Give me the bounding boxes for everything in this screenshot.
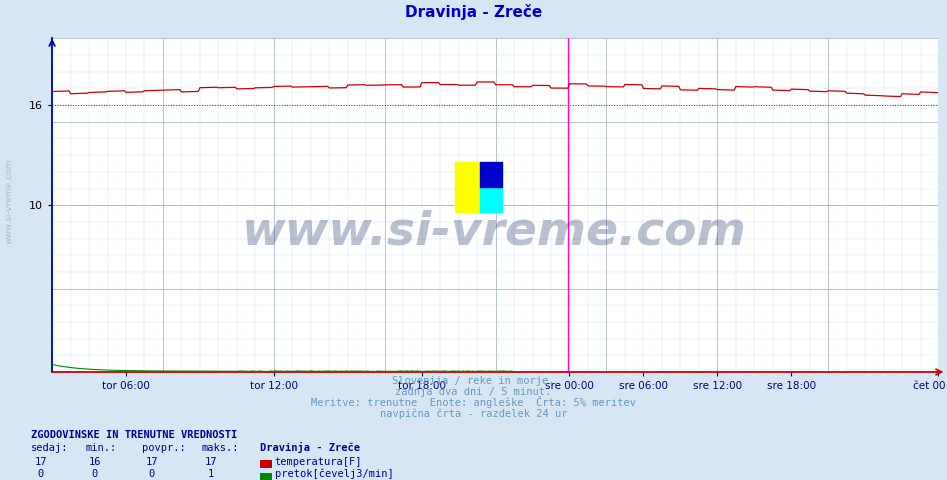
- Text: pretok[čevelj3/min]: pretok[čevelj3/min]: [275, 468, 393, 479]
- Text: 0: 0: [92, 469, 98, 479]
- Text: navpična črta - razdelek 24 ur: navpična črta - razdelek 24 ur: [380, 408, 567, 419]
- Text: 17: 17: [34, 456, 47, 467]
- Text: zadnja dva dni / 5 minut.: zadnja dva dni / 5 minut.: [396, 387, 551, 397]
- Text: Dravinja - Zreče: Dravinja - Zreče: [405, 4, 542, 20]
- Text: maks.:: maks.:: [202, 443, 240, 453]
- Text: min.:: min.:: [85, 443, 116, 453]
- Bar: [480, 187, 502, 212]
- Text: temperatura[F]: temperatura[F]: [275, 456, 362, 467]
- Text: 0: 0: [38, 469, 44, 479]
- Text: 1: 1: [208, 469, 214, 479]
- Bar: [455, 162, 480, 212]
- Text: 17: 17: [205, 456, 218, 467]
- Text: www.si-vreme.com: www.si-vreme.com: [5, 159, 14, 244]
- Text: Meritve: trenutne  Enote: angleške  Črta: 5% meritev: Meritve: trenutne Enote: angleške Črta: …: [311, 396, 636, 408]
- Text: 17: 17: [145, 456, 158, 467]
- Text: www.si-vreme.com: www.si-vreme.com: [242, 209, 747, 254]
- Text: povpr.:: povpr.:: [142, 443, 186, 453]
- Bar: [480, 162, 502, 187]
- Text: 0: 0: [149, 469, 154, 479]
- Text: Slovenija / reke in morje.: Slovenija / reke in morje.: [392, 376, 555, 386]
- Text: ZGODOVINSKE IN TRENUTNE VREDNOSTI: ZGODOVINSKE IN TRENUTNE VREDNOSTI: [31, 430, 238, 440]
- Text: sedaj:: sedaj:: [31, 443, 69, 453]
- Text: Dravinja - Zreče: Dravinja - Zreče: [260, 442, 361, 453]
- Text: 16: 16: [88, 456, 101, 467]
